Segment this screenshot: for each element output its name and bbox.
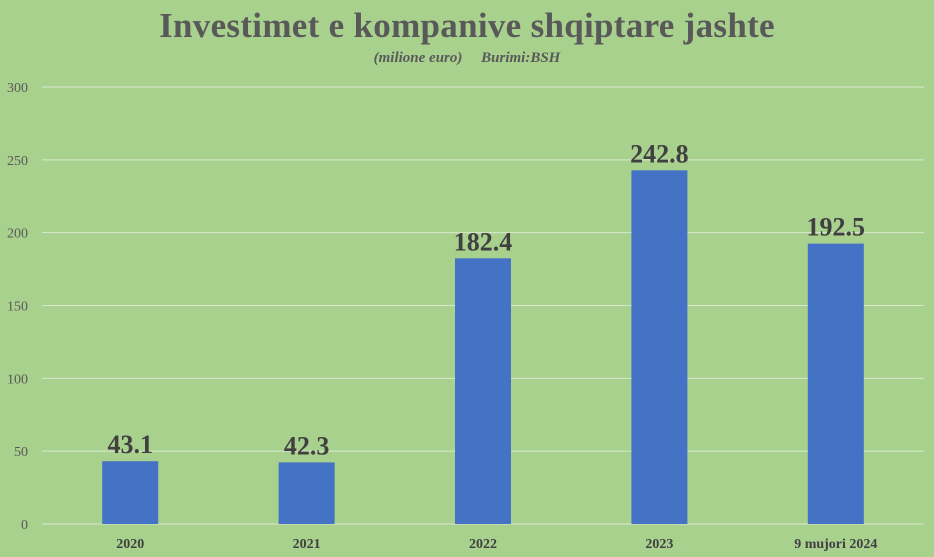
chart-subtitle: (milione euro) Burimi:BSH — [373, 50, 561, 66]
data-label: 192.5 — [807, 213, 866, 242]
bar — [102, 461, 159, 524]
data-label: 242.8 — [630, 139, 689, 168]
y-tick-label: 100 — [7, 372, 28, 387]
bar — [455, 258, 511, 524]
y-tick-label: 300 — [7, 81, 28, 96]
bar — [631, 170, 688, 524]
bar — [278, 462, 335, 524]
data-label: 43.1 — [107, 430, 153, 459]
y-tick-label: 50 — [14, 445, 28, 460]
x-tick-label: 9 mujori 2024 — [794, 537, 877, 552]
y-tick-label: 200 — [7, 227, 28, 242]
bar — [807, 243, 864, 524]
y-tick-label: 0 — [21, 518, 28, 533]
x-tick-label: 2020 — [116, 537, 144, 552]
x-tick-label: 2021 — [293, 537, 321, 552]
x-tick-label: 2022 — [469, 537, 497, 552]
y-tick-label: 150 — [7, 300, 28, 315]
x-tick-label: 2023 — [645, 537, 673, 552]
chart-title: Investimet e kompanive shqiptare jashte — [159, 6, 775, 45]
data-label: 42.3 — [284, 431, 330, 460]
data-label: 182.4 — [454, 227, 513, 256]
y-tick-label: 250 — [7, 154, 28, 169]
